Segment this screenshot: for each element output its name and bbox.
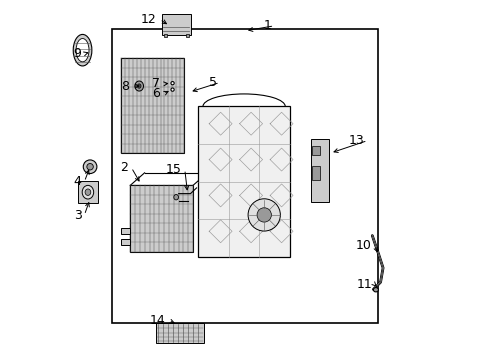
Text: 8: 8 bbox=[121, 80, 129, 93]
Bar bbox=[77, 181, 98, 203]
Ellipse shape bbox=[135, 81, 144, 91]
Ellipse shape bbox=[171, 82, 174, 85]
Ellipse shape bbox=[248, 199, 280, 231]
Ellipse shape bbox=[82, 185, 94, 199]
Bar bbox=[112, 30, 378, 323]
Bar bbox=[313, 146, 320, 155]
Bar bbox=[122, 58, 184, 153]
Text: 3: 3 bbox=[74, 209, 81, 222]
Ellipse shape bbox=[85, 189, 91, 195]
Bar bbox=[156, 323, 204, 343]
Ellipse shape bbox=[87, 163, 93, 170]
Text: 15: 15 bbox=[166, 163, 182, 176]
Bar bbox=[122, 239, 130, 244]
Bar bbox=[313, 166, 320, 180]
Text: 6: 6 bbox=[152, 87, 160, 100]
Text: 11: 11 bbox=[356, 278, 372, 291]
Text: 13: 13 bbox=[349, 134, 365, 147]
Ellipse shape bbox=[73, 35, 92, 66]
Ellipse shape bbox=[171, 88, 174, 91]
Ellipse shape bbox=[257, 208, 271, 222]
Text: 14: 14 bbox=[150, 314, 166, 327]
Bar bbox=[186, 34, 189, 37]
Bar bbox=[162, 14, 191, 35]
Text: 2: 2 bbox=[121, 161, 128, 174]
Bar bbox=[164, 34, 167, 37]
Text: 10: 10 bbox=[356, 239, 372, 252]
Ellipse shape bbox=[76, 39, 89, 62]
Ellipse shape bbox=[174, 194, 178, 200]
Ellipse shape bbox=[373, 288, 378, 292]
Bar bbox=[130, 185, 193, 252]
Text: 4: 4 bbox=[74, 175, 81, 188]
Bar bbox=[198, 107, 290, 257]
Text: 7: 7 bbox=[152, 77, 160, 90]
Text: 1: 1 bbox=[264, 19, 271, 32]
Ellipse shape bbox=[137, 84, 141, 88]
Text: 9: 9 bbox=[74, 47, 81, 60]
Text: 12: 12 bbox=[141, 13, 157, 26]
Ellipse shape bbox=[83, 160, 97, 174]
Bar bbox=[122, 228, 130, 234]
Bar bbox=[311, 139, 329, 202]
Text: 5: 5 bbox=[209, 76, 217, 89]
